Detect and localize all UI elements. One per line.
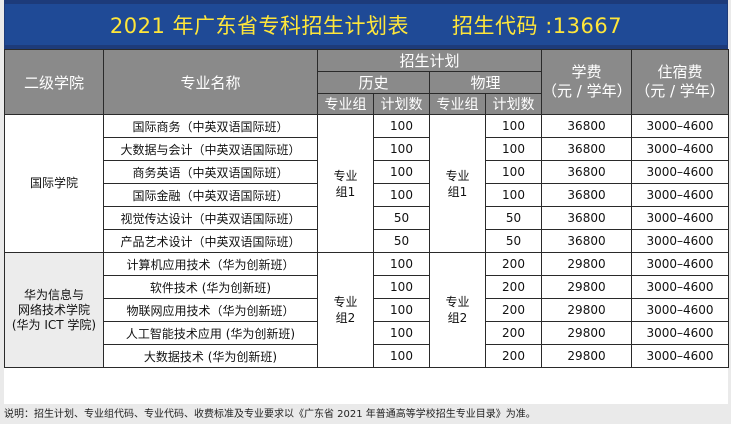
major-name-cell: 大数据技术 (华为创新班): [103, 344, 318, 368]
header-plan: 招生计划: [316, 49, 543, 72]
tuition-cell: 29800: [541, 275, 633, 299]
college-cell: 国际学院: [4, 114, 104, 253]
history-count-cell: 100: [373, 114, 430, 138]
tuition-cell: 36800: [541, 160, 633, 184]
history-count-cell: 100: [373, 160, 430, 184]
page-title: 2021 年广东省专科招生计划表 招生代码 :13667: [109, 13, 623, 38]
college-cell: 华为信息与 网络技术学院 (华为 ICT 学院): [4, 252, 104, 368]
history-group-cell: 专业 组1: [317, 114, 374, 253]
header-tuition: 学费 （元 / 学年）: [541, 49, 633, 115]
header-physics: 物理: [428, 71, 543, 94]
tuition-cell: 36800: [541, 229, 633, 253]
physics-count-cell: 200: [484, 252, 543, 276]
table-row: 国际学院 国际商务（中英双语国际班） 专业 组1 100 专业 组1 100 36800 3000…: [4, 114, 730, 253]
major-name-cell: 产品艺术设计（中英双语国际班）: [103, 229, 318, 253]
lodging-cell: 3000–4600: [631, 206, 730, 230]
header-major: 专业名称: [103, 49, 318, 115]
lodging-cell: 3000–4600: [631, 229, 730, 253]
table-row: 人工智能技术应用 (华为创新班) 100 200 29800 3000–4600: [5, 321, 730, 345]
tuition-cell: 29800: [541, 344, 633, 368]
lodging-cell: 3000–4600: [631, 183, 730, 207]
major-name-cell: 商务英语（中英双语国际班）: [103, 160, 318, 184]
physics-group-cell: 专业 组1: [429, 114, 486, 253]
physics-count-cell: 100: [484, 114, 543, 138]
major-name-cell: 视觉传达设计（中英双语国际班）: [103, 206, 318, 230]
history-count-cell: 100: [373, 321, 430, 345]
physics-count-cell: 100: [484, 137, 543, 161]
major-name-cell: 物联网应用技术（华为创新班）: [103, 298, 318, 322]
physics-count-cell: 50: [484, 229, 543, 253]
title-banner: 2021 年广东省专科招生计划表 招生代码 :13667: [4, 0, 728, 52]
major-name-cell: 人工智能技术应用 (华为创新班): [103, 321, 318, 345]
header-history: 历史: [317, 71, 430, 94]
major-name-cell: 大数据与会计（中英双语国际班）: [103, 137, 318, 161]
table-row: 华为信息与 网络技术学院 (华为 ICT 学院) 计算机应用技术（华为创新班） 专业 组2…: [4, 252, 730, 368]
major-name-cell: 计算机应用技术（华为创新班）: [103, 252, 318, 276]
history-count-cell: 100: [373, 137, 430, 161]
history-count-cell: 100: [373, 252, 430, 276]
physics-count-cell: 200: [484, 321, 543, 345]
footnote: 说明：招生计划、专业组代码、专业代码、收费标准及专业要求以《广东省 2021 年…: [4, 409, 536, 420]
plan-document: 2021 年广东省专科招生计划表 招生代码 :13667 二级学院 专业名称 招…: [4, 0, 730, 404]
physics-count-cell: 50: [484, 206, 543, 230]
table-row: 商务英语（中英双语国际班） 100 100 36800 3000–4600: [5, 160, 730, 184]
table-row: 视觉传达设计（中英双语国际班） 50 50 36800 3000–4600: [5, 206, 730, 230]
lodging-cell: 3000–4600: [631, 275, 730, 299]
physics-count-cell: 100: [484, 183, 543, 207]
table-row: 大数据技术 (华为创新班) 100 200 29800 3000–4600: [5, 344, 730, 368]
tuition-cell: 36800: [541, 206, 633, 230]
table-row: 软件技术 (华为创新班) 100 200 29800 3000–4600: [5, 275, 730, 299]
tuition-cell: 36800: [541, 183, 633, 207]
history-count-cell: 100: [373, 298, 430, 322]
tuition-cell: 29800: [541, 321, 633, 345]
header-college: 二级学院: [4, 49, 104, 115]
table-row: 国际金融（中英双语国际班） 100 100 36800 3000–4600: [5, 183, 730, 207]
lodging-cell: 3000–4600: [631, 298, 730, 322]
history-count-cell: 100: [373, 344, 430, 368]
physics-count-cell: 200: [484, 275, 543, 299]
lodging-cell: 3000–4600: [631, 137, 730, 161]
header-lodging: 住宿费 （元 / 学年）: [631, 49, 730, 115]
history-count-cell: 50: [373, 206, 430, 230]
physics-count-cell: 100: [484, 160, 543, 184]
tuition-cell: 36800: [541, 137, 633, 161]
tuition-cell: 36800: [541, 114, 633, 138]
lodging-cell: 3000–4600: [631, 321, 730, 345]
enrollment-plan-table: 二级学院 专业名称 招生计划 学费 （元 / 学年） 住宿费 （元 / 学年） 历史…: [4, 49, 730, 368]
lodging-cell: 3000–4600: [631, 344, 730, 368]
table-row: 产品艺术设计（中英双语国际班） 50 50 36800 3000–4600: [5, 229, 730, 253]
header-history-group: 专业组: [317, 93, 374, 115]
major-name-cell: 国际商务（中英双语国际班）: [103, 114, 318, 138]
history-count-cell: 50: [373, 229, 430, 253]
table-row: 大数据与会计（中英双语国际班） 100 100 36800 3000–4600: [5, 137, 730, 161]
major-name-cell: 软件技术 (华为创新班): [103, 275, 318, 299]
header-physics-group: 专业组: [429, 93, 486, 115]
header-physics-count: 计划数: [484, 93, 543, 115]
history-count-cell: 100: [373, 275, 430, 299]
header-history-count: 计划数: [373, 93, 430, 115]
history-count-cell: 100: [373, 183, 430, 207]
physics-group-cell: 专业 组2: [429, 252, 486, 368]
lodging-cell: 3000–4600: [631, 160, 730, 184]
tuition-cell: 29800: [541, 298, 633, 322]
major-name-cell: 国际金融（中英双语国际班）: [103, 183, 318, 207]
lodging-cell: 3000–4600: [631, 114, 730, 138]
tuition-cell: 29800: [541, 252, 633, 276]
physics-count-cell: 200: [484, 344, 543, 368]
physics-count-cell: 200: [484, 298, 543, 322]
history-group-cell: 专业 组2: [317, 252, 374, 368]
lodging-cell: 3000–4600: [631, 252, 730, 276]
